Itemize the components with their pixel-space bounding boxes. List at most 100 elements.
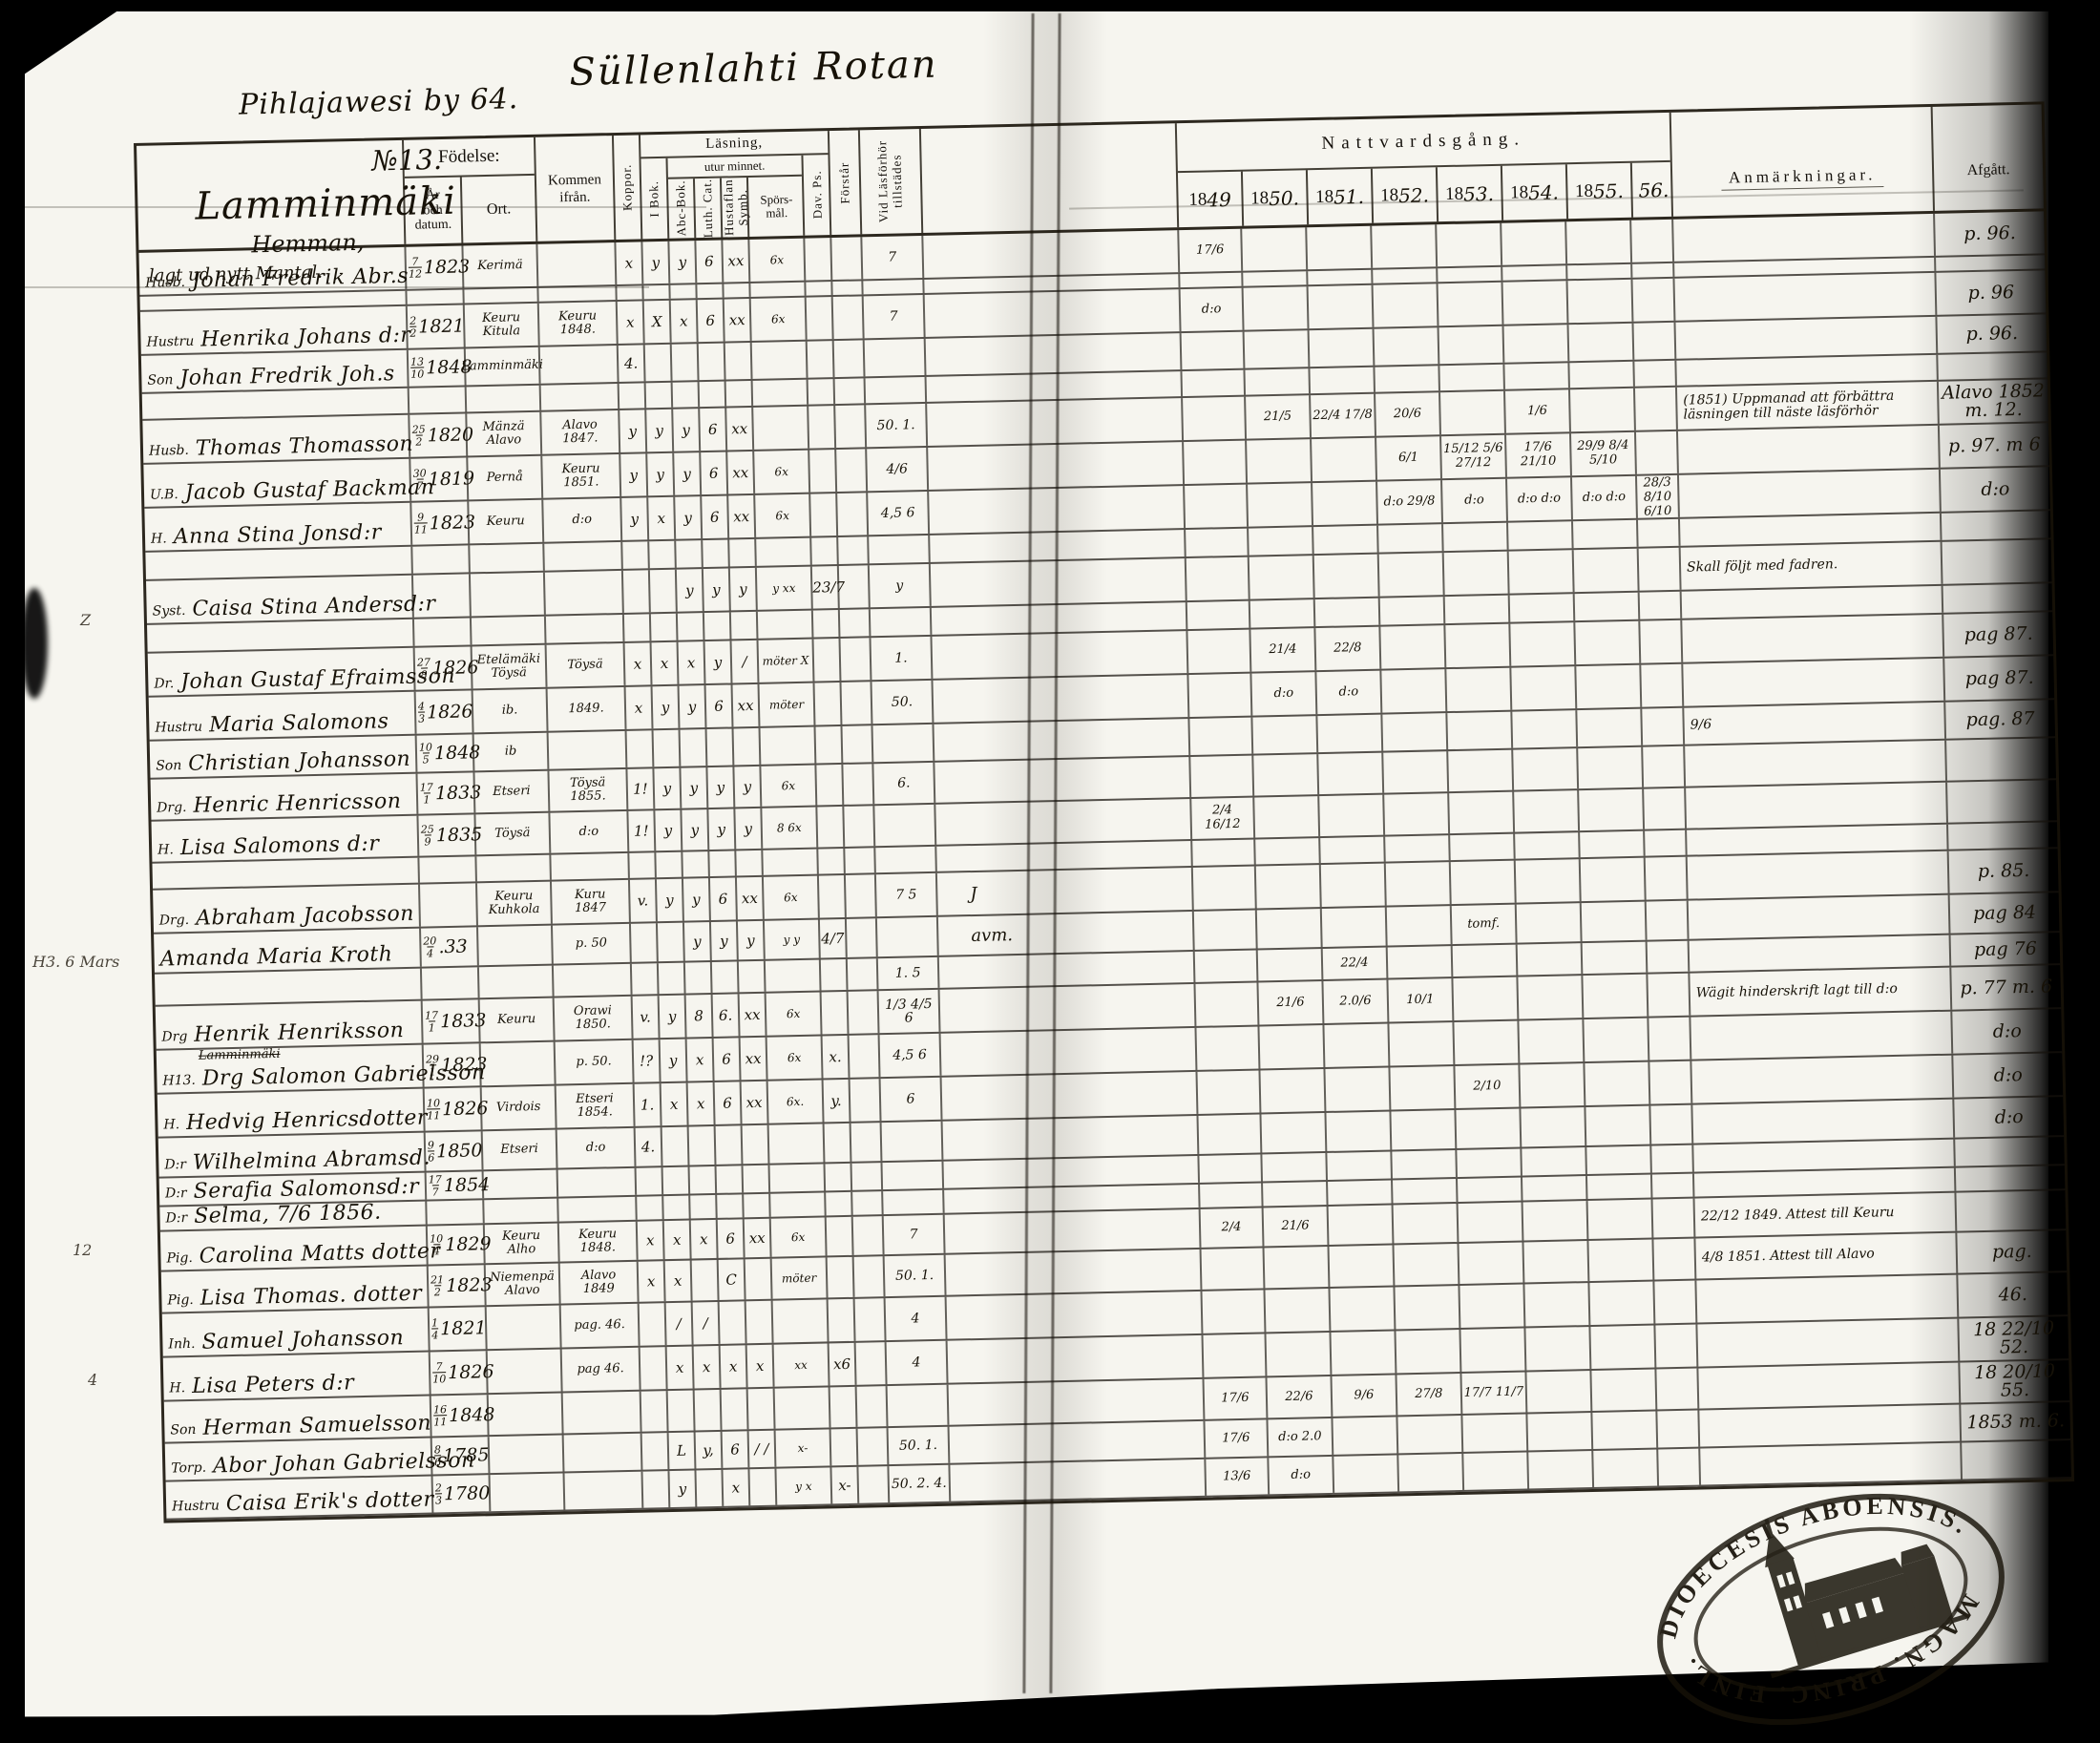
cell-y1850 bbox=[1249, 556, 1315, 599]
cell-ibok bbox=[662, 1166, 691, 1195]
cell-ort bbox=[471, 616, 547, 645]
cell-afg bbox=[1946, 738, 2056, 780]
cell-name: Husb. Thomas Thomasson bbox=[142, 414, 413, 463]
cell-y1851 bbox=[1317, 714, 1384, 753]
cell-anm bbox=[1697, 1318, 1961, 1367]
cell-forst bbox=[838, 565, 871, 608]
cell-luth: 6 bbox=[702, 495, 730, 539]
scan-border-left bbox=[0, 0, 25, 1743]
cell-ort: Kerimä bbox=[463, 243, 539, 288]
cell-ort: Mänzä Alavo bbox=[467, 411, 543, 456]
cell-name: Inh. Samuel Johansson bbox=[161, 1308, 430, 1356]
cell-name: H. Lisa Salomons d:r bbox=[151, 815, 420, 862]
cell-abc: y bbox=[676, 569, 704, 612]
cell-ibok: y bbox=[642, 241, 671, 284]
cell-y1852 bbox=[1372, 224, 1438, 268]
cell-from: p. 50. bbox=[555, 1040, 635, 1084]
column-group-utur-minnet: utur minnet. Abc-Bok. Luth. Cat. Hustafl… bbox=[667, 155, 806, 239]
cell-abc bbox=[680, 729, 708, 766]
cell-luth bbox=[699, 381, 727, 408]
cell-y1849 bbox=[1178, 272, 1244, 288]
cell-y1854 bbox=[1508, 521, 1574, 550]
cell-y1849 bbox=[1184, 528, 1250, 557]
cell-y1850 bbox=[1262, 1152, 1328, 1182]
cell-y1854: 1/6 bbox=[1505, 389, 1571, 433]
cell-y1854 bbox=[1528, 1450, 1595, 1489]
cell-dav bbox=[818, 848, 846, 874]
cell-forst bbox=[842, 725, 874, 763]
cell-gap bbox=[935, 799, 1190, 845]
cell-vid bbox=[881, 1121, 944, 1162]
cell-abc bbox=[672, 382, 701, 408]
cell-spors: 6x bbox=[763, 875, 820, 919]
cell-y1849 bbox=[1179, 331, 1246, 370]
cell-anm bbox=[1681, 585, 1944, 619]
cell-vid: 7 5 bbox=[875, 872, 938, 917]
cell-y1851 bbox=[1319, 794, 1386, 837]
cell-ort bbox=[480, 1041, 556, 1086]
cell-luth bbox=[698, 343, 726, 381]
cell-y1852 bbox=[1383, 751, 1450, 793]
cell-y1852 bbox=[1375, 366, 1440, 392]
cell-afg bbox=[1936, 255, 2045, 270]
cell-y1850 bbox=[1247, 439, 1313, 483]
header-fold-gap bbox=[921, 123, 1177, 233]
year-column-header: 18 51. bbox=[1307, 168, 1375, 225]
cell-anm: Wägit hinderskrift lagt till d:o bbox=[1690, 967, 1953, 1016]
cell-from bbox=[551, 852, 630, 880]
cell-y1850: d:o bbox=[1269, 1456, 1335, 1495]
cell-hust bbox=[745, 1258, 773, 1300]
cell-name: Drg. Abraham Jacobsson bbox=[153, 884, 421, 933]
cell-abc: x bbox=[670, 300, 699, 343]
cell-date: 20 4.33 bbox=[421, 927, 479, 967]
cell-date: 4 3 1826 bbox=[415, 690, 474, 734]
cell-y1850 bbox=[1243, 286, 1310, 330]
cell-afg bbox=[1947, 780, 2057, 822]
cell-forst bbox=[850, 1079, 882, 1122]
cell-gap bbox=[934, 719, 1188, 761]
year-column-header: 18 55. bbox=[1566, 162, 1634, 220]
cell-y1851 bbox=[1325, 1067, 1392, 1111]
cell-vid: 50. 2. 4. bbox=[889, 1464, 952, 1503]
cell-afg: p. 96. bbox=[1965, 322, 2019, 345]
cell-ort: ib bbox=[473, 732, 550, 771]
scan-streak bbox=[0, 206, 706, 208]
cell-ibok bbox=[663, 1195, 691, 1220]
cell-date bbox=[409, 387, 468, 413]
cell-anm bbox=[1687, 824, 1949, 855]
cell-ibok: x bbox=[651, 641, 680, 685]
cell-y1851 bbox=[1309, 328, 1376, 368]
cell-y1850 bbox=[1261, 1112, 1328, 1153]
cell-y1852 bbox=[1378, 553, 1445, 597]
column-header-hustaflan-symb: Hustaflan Symb. bbox=[720, 177, 750, 238]
cell-luth bbox=[704, 612, 732, 640]
cell-y1854: d:o d:o bbox=[1507, 477, 1573, 521]
cell-from bbox=[553, 963, 633, 997]
cell-forst bbox=[845, 848, 876, 873]
cell-afg: pag 87. bbox=[1964, 666, 2034, 689]
cell-gap bbox=[940, 984, 1195, 1032]
cell-dav bbox=[814, 682, 843, 725]
scan-edge-shadow bbox=[1909, 10, 2052, 1720]
cell-spors: y xx bbox=[756, 566, 813, 610]
cell-y1849: 2/4 16/12 bbox=[1189, 797, 1256, 840]
cell-y1854 bbox=[1510, 622, 1577, 666]
cell-afg: pag. bbox=[1991, 1240, 2032, 1263]
cell-y56 bbox=[1651, 1173, 1695, 1198]
cell-luth bbox=[703, 539, 730, 568]
cell-forst bbox=[852, 1191, 884, 1215]
utur-minnet-label: utur minnet. bbox=[667, 155, 802, 179]
cell-koppor: v. bbox=[629, 879, 658, 922]
cell-ibok: x bbox=[664, 1260, 693, 1302]
cell-from bbox=[562, 1391, 642, 1434]
cell-vid bbox=[882, 1161, 945, 1190]
column-header-luth-cat: Luth. Cat. bbox=[694, 178, 724, 239]
cell-forst bbox=[840, 638, 872, 681]
cell-hust: y bbox=[735, 808, 764, 850]
cell-from: 1849. bbox=[547, 686, 627, 731]
cell-y1849 bbox=[1198, 1183, 1264, 1208]
cell-afg: d:o bbox=[1994, 1105, 2024, 1128]
cell-luth bbox=[719, 1301, 747, 1344]
cell-y1849 bbox=[1200, 1290, 1267, 1334]
cell-y1855: 29/9 8/4 5/10 bbox=[1570, 431, 1637, 476]
